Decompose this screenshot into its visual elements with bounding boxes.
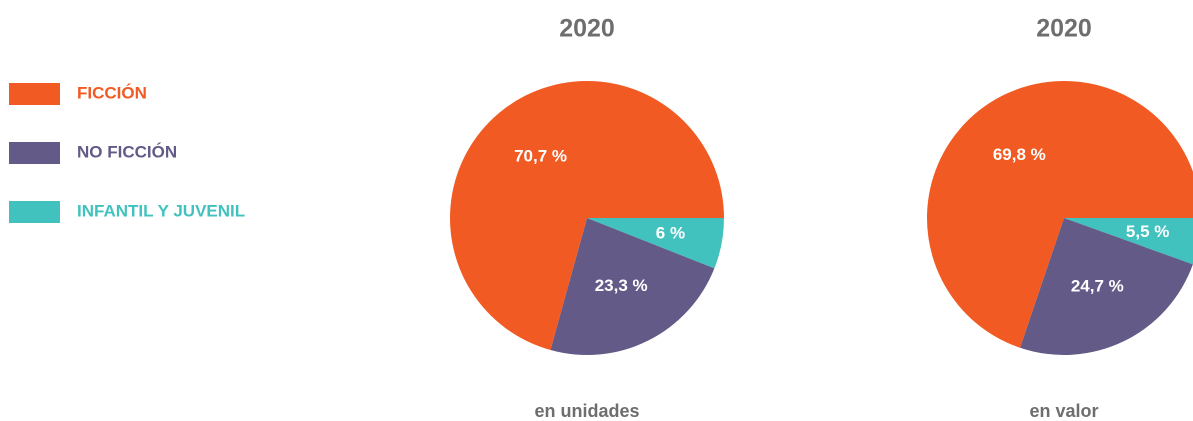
pie-slice xyxy=(449,80,724,351)
legend-swatch xyxy=(9,201,60,223)
legend-swatch xyxy=(9,83,60,105)
value-label: 5,5 % xyxy=(1126,222,1169,241)
legend-label: INFANTIL Y JUVENIL xyxy=(77,201,245,220)
legend-swatch xyxy=(9,142,60,164)
value-label: 24,7 % xyxy=(1071,277,1124,296)
pie-slice xyxy=(1064,218,1193,265)
value-label: 70,7 % xyxy=(514,146,567,165)
pie-slice xyxy=(587,218,724,269)
pie-slice xyxy=(1020,218,1193,355)
legend-label: NO FICCIÓN xyxy=(77,142,177,161)
pie-slice xyxy=(550,218,715,355)
chart-caption: en valor xyxy=(1029,401,1098,421)
value-label: 6 % xyxy=(656,223,685,242)
pie-slice xyxy=(927,81,1193,348)
value-label: 23,3 % xyxy=(595,276,648,295)
chart-title: 2020 xyxy=(1036,15,1092,43)
chart-title: 2020 xyxy=(559,15,615,43)
value-label: 69,8 % xyxy=(993,145,1046,164)
chart-caption: en unidades xyxy=(534,401,639,421)
legend-label: FICCIÓN xyxy=(77,83,147,102)
